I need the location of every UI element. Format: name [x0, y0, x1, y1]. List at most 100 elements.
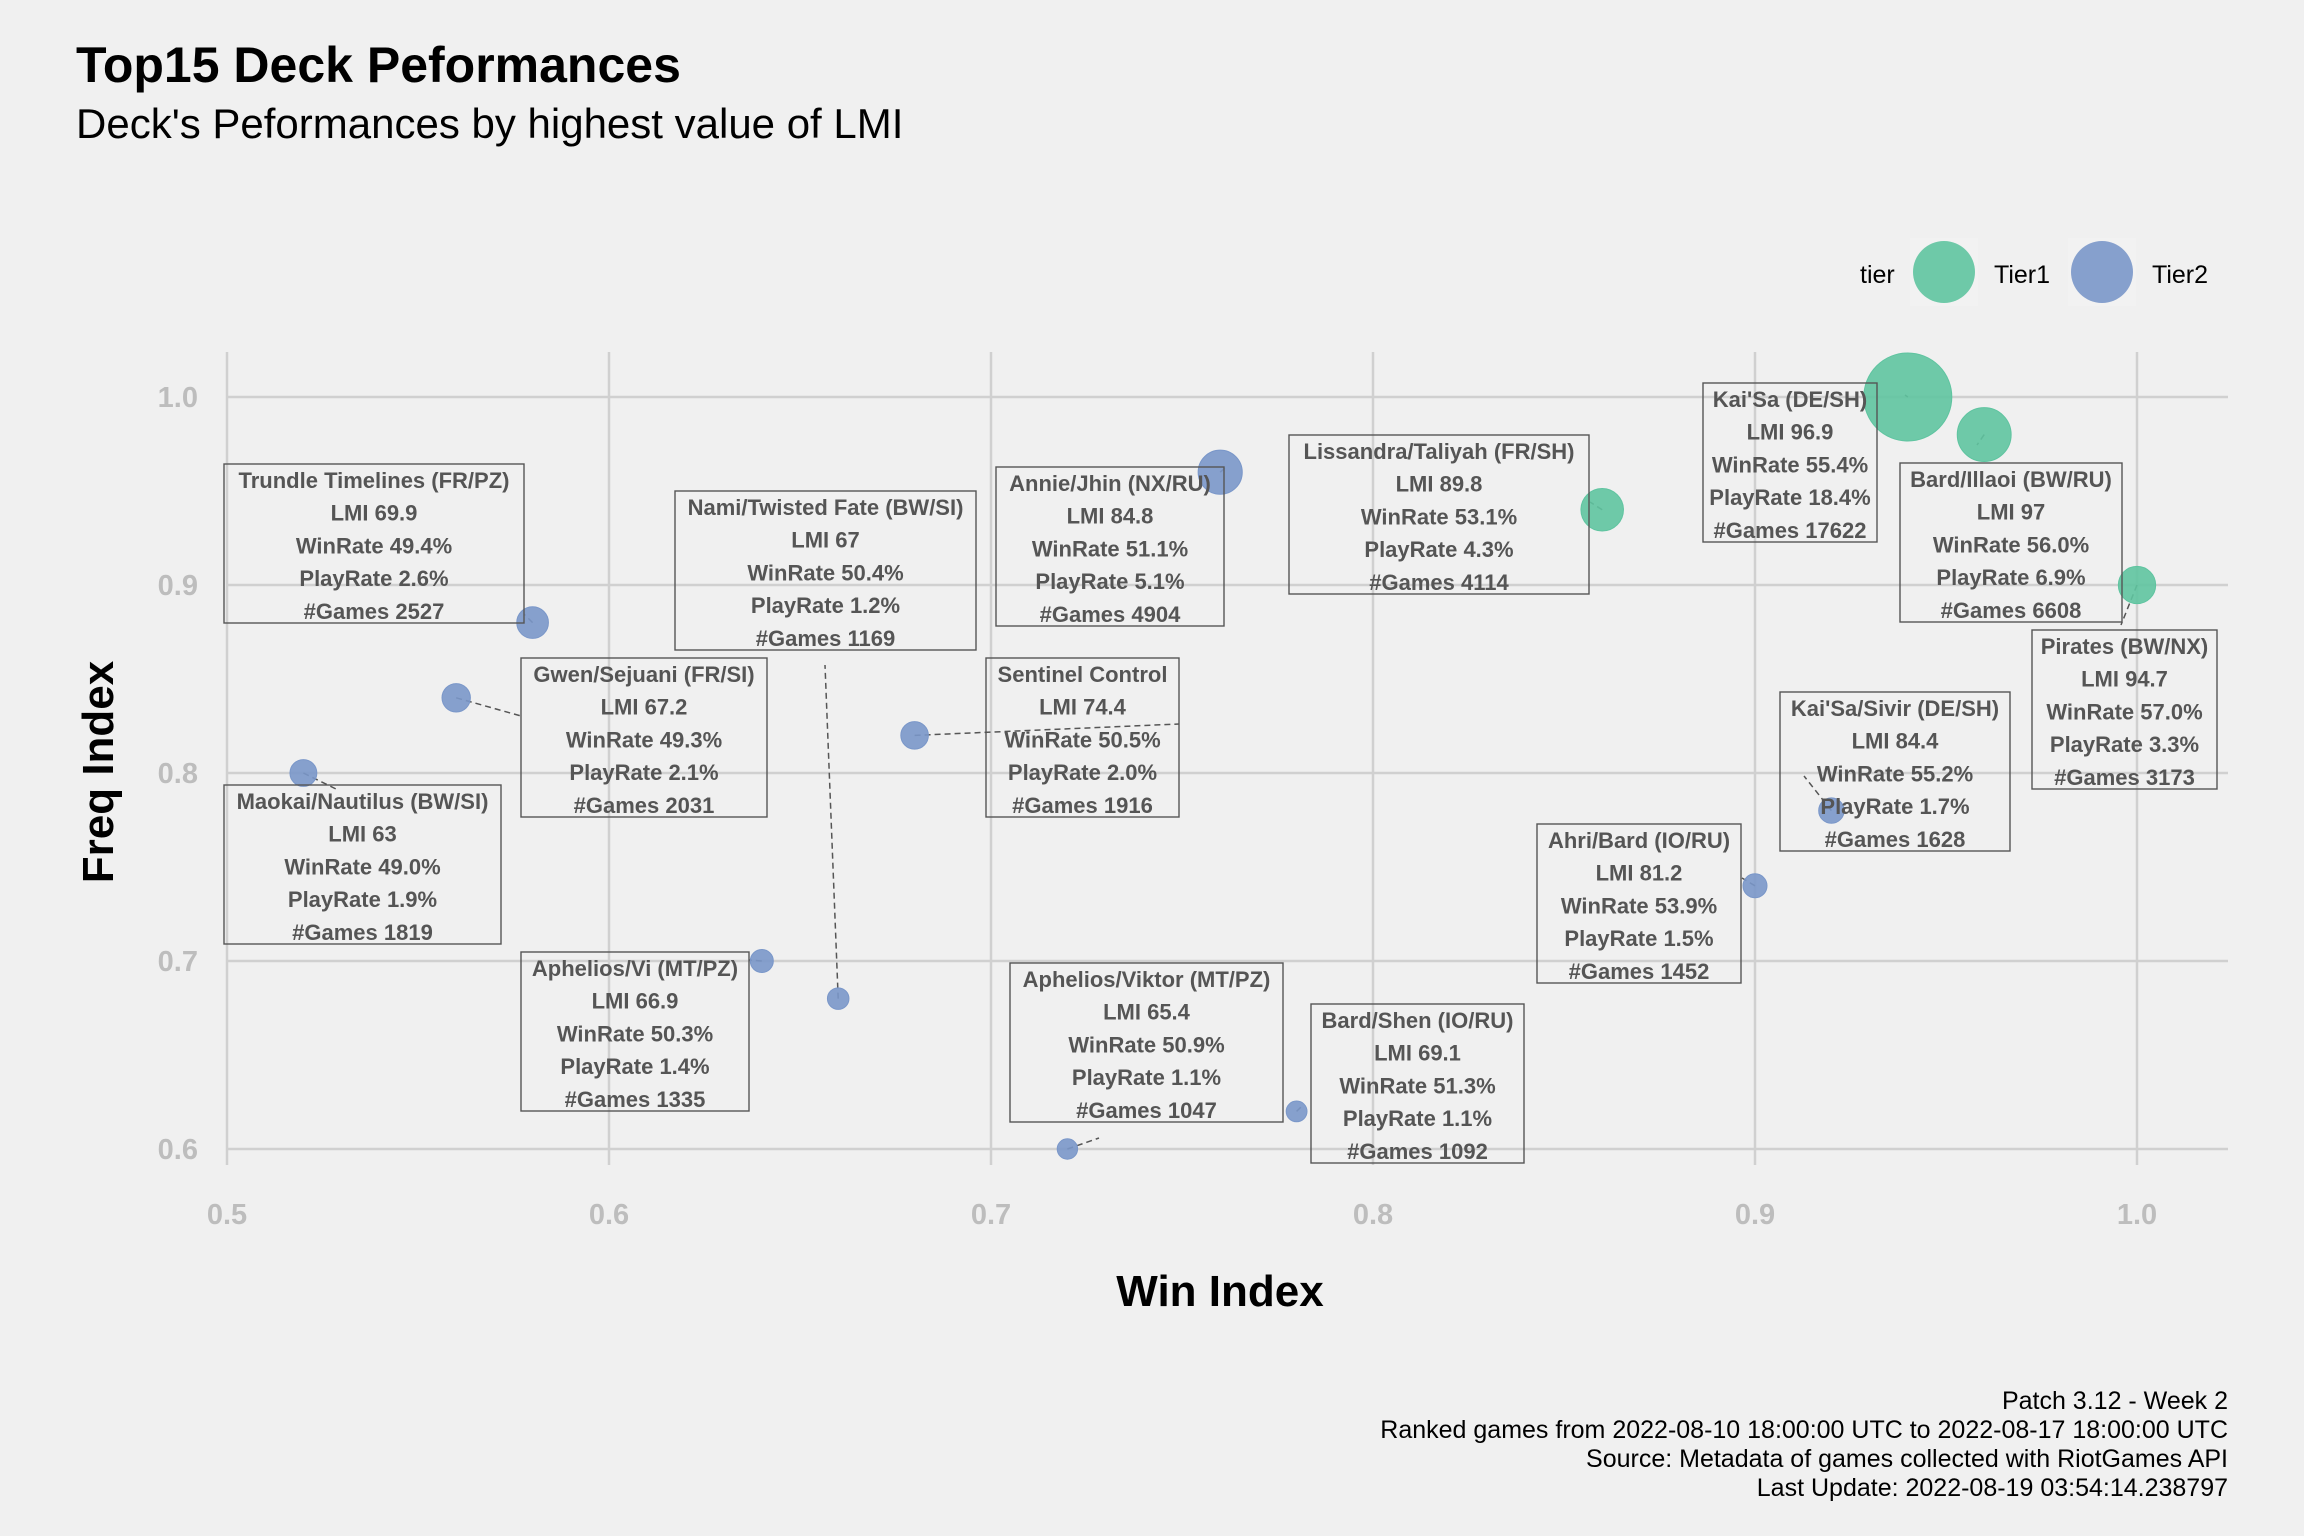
y-axis-title: Freq Index — [74, 660, 123, 883]
label-nami-twisted-fate-bw-si: Nami/Twisted Fate (BW/SI) LMI 67 WinRate 5… — [674, 490, 977, 651]
label-box — [1009, 962, 1284, 1123]
label-line: #Games 1047 — [1076, 1098, 1217, 1123]
label-line: WinRate 51.3% — [1339, 1073, 1495, 1098]
label-line: #Games 1452 — [1569, 959, 1710, 984]
bubble-aphelios-vi-mt-pz — [749, 948, 774, 974]
label-line: WinRate 50.3% — [557, 1021, 713, 1046]
label-line: LMI 89.8 — [1396, 472, 1483, 497]
label-ahri-bard-io-ru: Ahri/Bard (IO/RU) LMI 81.2 WinRate 53.9% Pl… — [1536, 823, 1742, 984]
y-axis-ticks: 0.6 0.7 0.8 0.9 1.0 — [158, 382, 198, 1166]
label-line: PlayRate 4.3% — [1364, 537, 1513, 562]
label-trundle-timelines-fr-pz: Trundle Timelines (FR/PZ) LMI 69.9 WinRate… — [223, 463, 525, 624]
label-line: LMI 69.1 — [1374, 1041, 1461, 1066]
label-line: #Games 1916 — [1012, 793, 1153, 818]
label-box — [674, 490, 977, 651]
connector-nami-twisted-fate-bw-si — [824, 664, 839, 999]
label-line: Kai'Sa (DE/SH) — [1713, 387, 1867, 412]
label-box — [1310, 1003, 1525, 1164]
label-line: WinRate 55.2% — [1817, 761, 1973, 786]
label-box — [223, 463, 525, 624]
label-line: WinRate 57.0% — [2046, 699, 2202, 724]
bubble-sentinel-control — [900, 721, 929, 750]
label-line: #Games 1169 — [756, 626, 895, 651]
label-gwen-sejuani-fr-si: Gwen/Sejuani (FR/SI) LMI 67.2 WinRate 49.3… — [520, 657, 768, 818]
label-line: WinRate 50.5% — [1004, 727, 1160, 752]
label-line: Aphelios/Vi (MT/PZ) — [532, 956, 738, 981]
label-line: PlayRate 2.0% — [1008, 760, 1157, 785]
label-box — [2031, 629, 2218, 790]
connector-pirates-bw-nx — [2120, 584, 2138, 626]
label-line: #Games 1335 — [565, 1087, 706, 1112]
bubble-ahri-bard-io-ru — [1742, 873, 1768, 899]
bubbles — [289, 352, 2157, 1160]
x-tick-label: 0.6 — [589, 1199, 629, 1231]
label-line: #Games 4904 — [1040, 602, 1181, 627]
x-tick-label: 1.0 — [2117, 1199, 2157, 1231]
x-tick-label: 0.7 — [971, 1199, 1011, 1231]
label-box — [985, 657, 1180, 818]
label-aphelios-viktor-mt-pz: Aphelios/Viktor (MT/PZ) LMI 65.4 WinRate 5… — [1009, 962, 1284, 1123]
label-line: #Games 4114 — [1369, 570, 1509, 595]
legend-label-tier2: Tier2 — [2152, 261, 2208, 289]
label-line: PlayRate 1.9% — [288, 887, 437, 912]
label-line: LMI 67 — [791, 528, 859, 553]
connector-kai-sa-sivir-de-sh — [1803, 775, 1832, 812]
y-tick-label: 1.0 — [158, 382, 198, 414]
y-tick-label: 0.7 — [158, 946, 198, 978]
label-line: Trundle Timelines (FR/PZ) — [239, 468, 510, 493]
label-line: PlayRate 2.1% — [569, 760, 718, 785]
caption-line-4: Last Update: 2022-08-19 03:54:14.238797 — [1757, 1474, 2228, 1502]
bubble-lissandra-taliyah-fr-sh — [1580, 488, 1624, 532]
y-tick-label: 0.9 — [158, 570, 198, 602]
label-line: #Games 2031 — [574, 793, 715, 818]
label-bard-illaoi-bw-ru: Bard/Illaoi (BW/RU) LMI 97 WinRate 56.0% Pl… — [1899, 462, 2123, 623]
label-line: WinRate 51.1% — [1032, 536, 1188, 561]
label-line: #Games 3173 — [2054, 765, 2195, 790]
label-line: LMI 65.4 — [1103, 1000, 1191, 1025]
label-line: WinRate 53.1% — [1361, 504, 1517, 529]
label-line: Sentinel Control — [998, 662, 1168, 687]
label-line: PlayRate 5.1% — [1035, 569, 1184, 594]
label-box — [1899, 462, 2123, 623]
label-line: LMI 81.2 — [1596, 861, 1683, 886]
bubble-maokai-nautilus-bw-si — [289, 759, 318, 787]
label-pirates-bw-nx: Pirates (BW/NX) LMI 94.7 WinRate 57.0% Play… — [2031, 629, 2218, 790]
bubble-kai-sa-sivir-de-sh — [1818, 797, 1845, 824]
label-box — [1702, 382, 1878, 543]
label-line: #Games 1092 — [1347, 1139, 1488, 1164]
label-line: Pirates (BW/NX) — [2041, 634, 2208, 659]
label-line: LMI 96.9 — [1747, 420, 1834, 445]
label-line: WinRate 49.4% — [296, 533, 452, 558]
label-sentinel-control: Sentinel Control LMI 74.4 WinRate 50.5% Pla… — [985, 657, 1180, 818]
label-box — [1536, 823, 1742, 984]
label-line: #Games 1628 — [1825, 827, 1966, 852]
label-box — [995, 466, 1225, 627]
legend-title: tier — [1860, 261, 1895, 289]
label-line: #Games 2527 — [304, 599, 445, 624]
label-box — [1779, 691, 2011, 852]
label-line: Bard/Shen (IO/RU) — [1322, 1008, 1514, 1033]
x-tick-label: 0.5 — [207, 1199, 247, 1231]
legend: tier Tier1 Tier2 — [1860, 238, 2208, 306]
label-box — [223, 784, 502, 945]
x-axis-title: Win Index — [1116, 1267, 1324, 1316]
label-lissandra-taliyah-fr-sh: Lissandra/Taliyah (FR/SH) LMI 89.8 WinRate… — [1288, 434, 1590, 595]
label-line: Gwen/Sejuani (FR/SI) — [533, 662, 754, 687]
label-bard-shen-io-ru: Bard/Shen (IO/RU) LMI 69.1 WinRate 51.3% Pl… — [1310, 1003, 1525, 1164]
label-line: WinRate 50.4% — [747, 560, 903, 585]
y-tick-label: 0.8 — [158, 758, 198, 790]
bubble-nami-twisted-fate-bw-si — [826, 987, 850, 1010]
label-line: WinRate 53.9% — [1561, 893, 1717, 918]
label-line: #Games 17622 — [1714, 518, 1867, 543]
label-line: LMI 94.7 — [2081, 667, 2168, 692]
label-line: Aphelios/Viktor (MT/PZ) — [1023, 967, 1271, 992]
label-line: PlayRate 18.4% — [1709, 485, 1870, 510]
chart-title: Top15 Deck Peformances — [76, 37, 681, 93]
label-line: Nami/Twisted Fate (BW/SI) — [688, 495, 964, 520]
label-kai-sa-sivir-de-sh: Kai'Sa/Sivir (DE/SH) LMI 84.4 WinRate 55.2… — [1779, 691, 2011, 852]
label-line: PlayRate 1.4% — [560, 1054, 709, 1079]
bubble-labels: Kai'Sa (DE/SH) LMI 96.9 WinRate 55.4% PlayR… — [223, 382, 2218, 1164]
label-annie-jhin-nx-ru: Annie/Jhin (NX/RU) LMI 84.8 WinRate 51.1% P… — [995, 466, 1225, 627]
label-line: Maokai/Nautilus (BW/SI) — [237, 789, 489, 814]
x-tick-label: 0.8 — [1353, 1199, 1393, 1231]
